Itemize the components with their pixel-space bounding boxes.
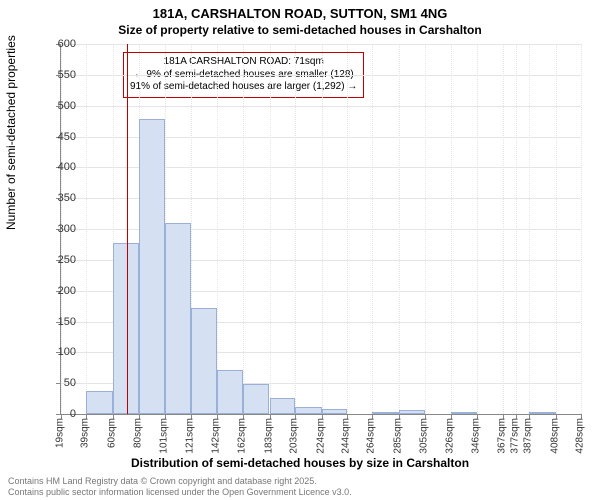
x-tick-label: 428sqm [575,418,586,454]
histogram-bar [295,407,322,414]
chart-title: 181A, CARSHALTON ROAD, SUTTON, SM1 4NG [0,0,600,21]
chart-container: 181A, CARSHALTON ROAD, SUTTON, SM1 4NG S… [0,0,600,500]
x-tick-label: 224sqm [315,418,326,454]
x-axis-label: Distribution of semi-detached houses by … [0,456,600,470]
x-tick-label: 162sqm [236,418,247,454]
x-tick-label: 285sqm [393,418,404,454]
gridline-v [477,44,478,414]
histogram-bar [165,223,190,414]
gridline-v [399,44,400,414]
chart-footer: Contains HM Land Registry data © Crown c… [8,476,352,498]
gridline-v [322,44,323,414]
x-tick-label: 305sqm [418,418,429,454]
x-tick-label: 203sqm [288,418,299,454]
y-axis-label: Number of semi-detached properties [4,35,18,230]
histogram-bar [529,412,556,414]
x-tick-label: 101sqm [159,418,170,454]
x-tick-label: 264sqm [366,418,377,454]
chart-subtitle: Size of property relative to semi-detach… [0,21,600,37]
x-tick-label: 326sqm [445,418,456,454]
x-tick-label: 367sqm [497,418,508,454]
histogram-bar [322,409,347,414]
x-tick-label: 39sqm [80,418,91,448]
gridline-v [243,44,244,414]
y-tick-label: 350 [40,192,76,204]
x-tick-label: 19sqm [55,418,66,448]
y-tick-label: 250 [40,254,76,266]
histogram-bar [191,308,218,414]
histogram-bar [86,391,113,414]
y-tick-label: 100 [40,346,76,358]
x-tick-label: 346sqm [470,418,481,454]
gridline-v [295,44,296,414]
y-tick-label: 450 [40,131,76,143]
histogram-bar [243,384,270,414]
footer-line-1: Contains HM Land Registry data © Crown c… [8,476,352,487]
histogram-bar [139,119,166,414]
y-tick-label: 200 [40,285,76,297]
y-tick-label: 600 [40,38,76,50]
gridline-v [217,44,218,414]
x-tick-label: 80sqm [132,418,143,448]
gridline-v [503,44,504,414]
x-tick-label: 244sqm [341,418,352,454]
histogram-bar [399,410,424,414]
x-tick-label: 387sqm [522,418,533,454]
x-tick-label: 142sqm [211,418,222,454]
x-tick-label: 60sqm [107,418,118,448]
gridline-v [516,44,517,414]
y-tick-label: 400 [40,161,76,173]
y-tick-label: 50 [40,377,76,389]
x-tick-label: 408sqm [549,418,560,454]
gridline-v [425,44,426,414]
gridline-v [581,44,582,414]
y-tick-label: 300 [40,223,76,235]
y-tick-label: 500 [40,100,76,112]
footer-line-2: Contains public sector information licen… [8,487,352,498]
plot-area: 181A CARSHALTON ROAD: 71sqm ← 9% of semi… [60,44,581,415]
reference-line [127,44,128,414]
x-tick-label: 121sqm [184,418,195,454]
gridline-v [347,44,348,414]
histogram-bar [217,370,242,414]
histogram-bar [113,243,138,414]
gridline-v [372,44,373,414]
x-tick-label: 377sqm [510,418,521,454]
histogram-bar [372,412,399,414]
gridline-v [270,44,271,414]
gridline-v [529,44,530,414]
gridline-v [556,44,557,414]
gridline-v [451,44,452,414]
histogram-bar [451,412,476,414]
gridline-v [86,44,87,414]
x-tick-label: 183sqm [263,418,274,454]
y-tick-label: 150 [40,316,76,328]
histogram-bar [270,398,295,414]
y-tick-label: 550 [40,69,76,81]
